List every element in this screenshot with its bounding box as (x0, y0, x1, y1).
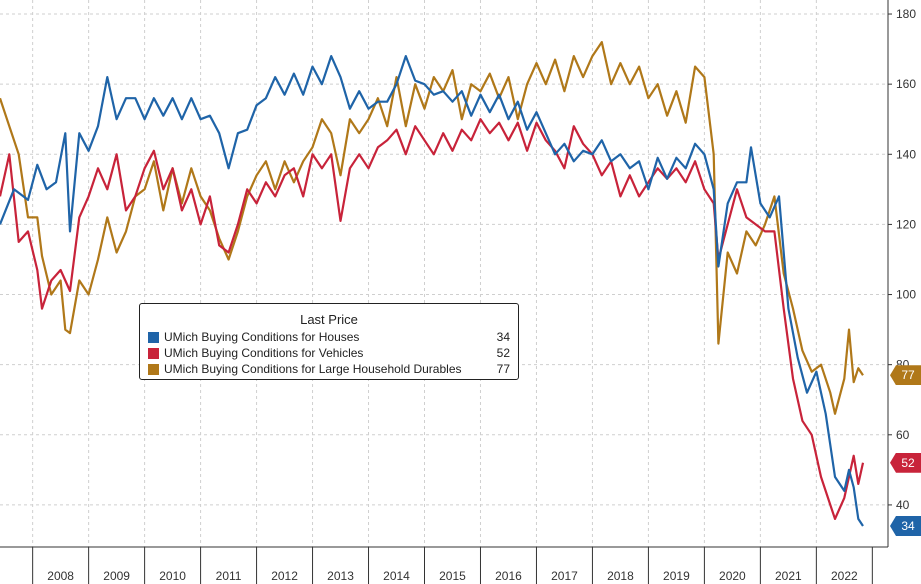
legend-value-vehicles: 52 (496, 346, 510, 360)
x-tick-label: 2011 (216, 569, 242, 583)
y-tick-label: 180 (896, 7, 916, 21)
legend-label-houses: UMich Buying Conditions for Houses (164, 330, 360, 344)
y-tick-label: 40 (896, 498, 910, 512)
y-tick-label: 60 (896, 428, 910, 442)
last-value-label: 77 (901, 368, 915, 383)
x-tick-label: 2008 (47, 569, 74, 583)
x-tick-label: 2014 (383, 569, 410, 583)
legend-label-vehicles: UMich Buying Conditions for Vehicles (164, 346, 364, 360)
last-value-badge: 52 (890, 452, 921, 473)
x-tick-label: 2021 (775, 569, 802, 583)
y-tick-label: 160 (896, 77, 916, 91)
legend-swatch-durables (148, 363, 159, 375)
legend-value-durables: 77 (496, 362, 510, 376)
y-tick-label: 100 (896, 288, 916, 302)
x-tick-label: 2013 (327, 569, 354, 583)
last-value-badge: 77 (890, 365, 921, 386)
legend-swatch-vehicles (148, 347, 159, 359)
y-tick-label: 140 (896, 147, 916, 161)
x-tick-label: 2020 (719, 569, 746, 583)
x-tick-label: 2009 (103, 569, 130, 583)
last-value-label: 52 (901, 455, 915, 470)
legend-entry-houses: UMich Buying Conditions for Houses 34 (148, 329, 510, 345)
y-tick-label: 120 (896, 217, 916, 231)
legend-value-houses: 34 (496, 330, 510, 344)
x-tick-label: 2017 (551, 569, 578, 583)
last-value-label: 34 (901, 519, 915, 533)
x-tick-label: 2015 (439, 569, 466, 583)
chart-series (0, 41, 865, 527)
x-tick-label: 2019 (663, 569, 690, 583)
legend-entry-vehicles: UMich Buying Conditions for Vehicles 52 (148, 345, 510, 361)
x-tick-label: 2012 (271, 569, 298, 583)
chart-grid (0, 0, 888, 547)
series-line-0 (0, 55, 864, 527)
legend-label-durables: UMich Buying Conditions for Large Househ… (164, 362, 462, 376)
series-line-1 (0, 118, 865, 520)
legend-entry-durables: UMich Buying Conditions for Large Househ… (148, 361, 510, 377)
legend-title: Last Price (300, 312, 358, 327)
legend-swatch-houses (148, 331, 159, 343)
x-tick-label: 2022 (831, 569, 858, 583)
chart-legend: Last Price UMich Buying Conditions for H… (139, 303, 519, 380)
x-tick-label: 2016 (495, 569, 522, 583)
last-value-badge: 34 (890, 516, 921, 536)
x-tick-label: 2018 (607, 569, 634, 583)
x-tick-label: 2010 (159, 569, 186, 583)
